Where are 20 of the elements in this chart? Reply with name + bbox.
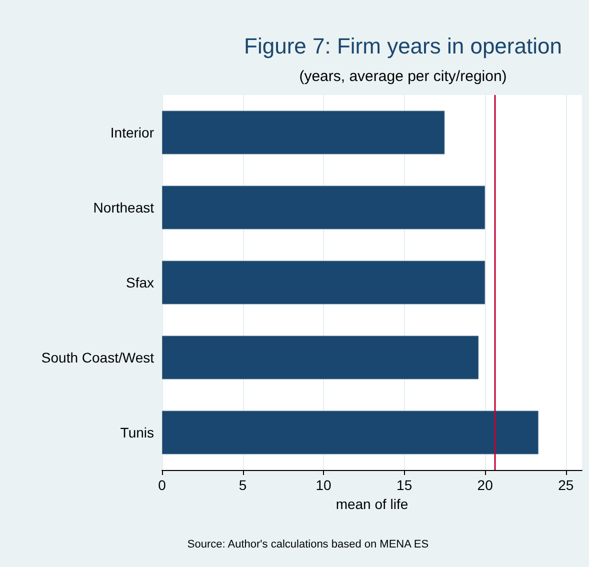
- bar: [162, 110, 445, 154]
- y-tick-label: Sfax: [126, 274, 154, 290]
- x-tick-label: 15: [396, 477, 412, 493]
- x-tick-label: 10: [316, 477, 332, 493]
- y-tick-label: Tunis: [120, 424, 154, 440]
- x-tick-label: 20: [477, 477, 494, 493]
- bar: [162, 410, 538, 454]
- chart-title: Figure 7: Firm years in operation: [244, 34, 562, 58]
- x-tick-label: 25: [558, 477, 574, 493]
- bar: [162, 186, 486, 230]
- x-axis-title: mean of life: [336, 496, 408, 512]
- bar: [162, 336, 479, 380]
- bar: [162, 260, 486, 304]
- source-note: Source: Author's calculations based on MENA ES: [187, 538, 429, 550]
- x-tick-label: 0: [158, 477, 166, 493]
- y-tick-label: Interior: [110, 124, 154, 140]
- chart-subtitle: (years, average per city/region): [299, 68, 507, 85]
- y-tick-label: Northeast: [93, 200, 154, 216]
- x-tick-label: 5: [238, 477, 247, 493]
- y-tick-label: South Coast/West: [41, 350, 154, 366]
